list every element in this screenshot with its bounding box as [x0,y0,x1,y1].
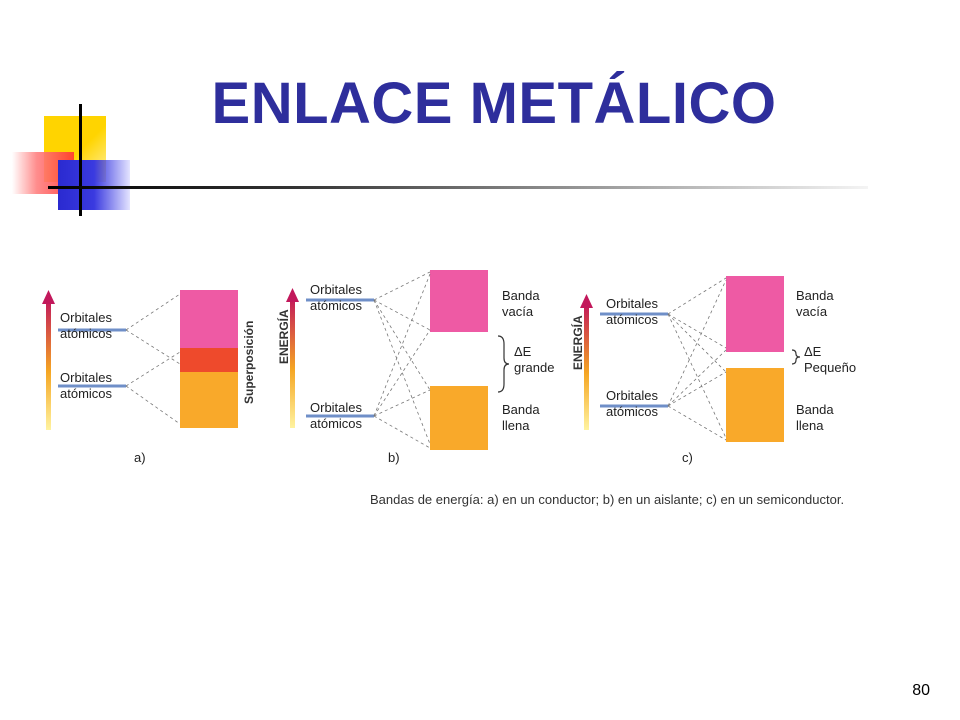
panel-c-band-lower-label: Banda llena [796,402,834,433]
panel-a-orbitals-upper: Orbitales atómicos [60,310,113,341]
panel-c-dashed-lines [667,277,727,441]
page-number: 80 [912,682,930,699]
panel-a-arrow-head [42,290,55,304]
panel-c-orbitals-lower: Orbitales atómicos [606,388,659,419]
panel-c-energy-arrow [584,304,589,430]
panel-b-arrow-head [286,288,299,302]
panel-c-band-lower [726,368,784,442]
panel-b-axis-label: ENERGÍA [277,309,291,364]
panel-b-orbitals-upper: Orbitales atómicos [310,282,363,313]
slide-title: ENLACE METÁLICO [211,71,777,136]
panel-c-axis-label: ENERGÍA [571,315,585,370]
panel-b-dashed-lines [373,271,431,449]
panel-c-gap-brace [791,349,801,365]
panel-b-band-upper-label: Banda vacía [502,288,540,319]
panel-a-band-overlap [180,348,238,372]
panel-b-band-lower [430,386,488,450]
panel-a [42,290,238,430]
panel-c-gap-label: ΔE Pequeño [804,344,857,375]
panel-c-arrow-head [580,294,593,308]
panel-b-gap-label: ΔE grande [514,344,555,375]
panel-c-tag: c) [682,450,693,465]
panel-b-tag: b) [388,450,400,465]
title-ornament [0,0,140,220]
panel-b-band-lower-label: Banda llena [502,402,540,433]
panel-c-band-upper [726,276,784,352]
panel-a-orbitals-lower: Orbitales atómicos [60,370,113,401]
title-underline [48,186,868,189]
panel-b-energy-arrow [290,298,295,428]
panel-a-tag: a) [134,450,146,465]
panel-c-band-upper-label: Banda vacía [796,288,834,319]
panel-a-energy-arrow [46,300,51,430]
energy-bands-figure: Orbitales atómicos Orbitales atómicos Su… [40,244,920,524]
panel-b-gap-brace [497,335,510,393]
panel-b-orbitals-lower: Orbitales atómicos [310,400,363,431]
panel-a-dashed-lines [125,293,181,425]
figure-caption: Bandas de energía: a) en un conductor; b… [370,492,845,507]
panel-a-side-label: Superposición [242,320,256,404]
panel-b-band-upper [430,270,488,332]
panel-c-orbitals-upper: Orbitales atómicos [606,296,659,327]
panel-c [580,276,801,442]
ornament-vertical-line [79,104,82,216]
panel-a-band-upper [180,290,238,348]
energy-bands-drawing [42,270,801,450]
panel-b [286,270,510,450]
ornament-blue-square [58,160,130,210]
panel-a-band-lower [180,372,238,428]
